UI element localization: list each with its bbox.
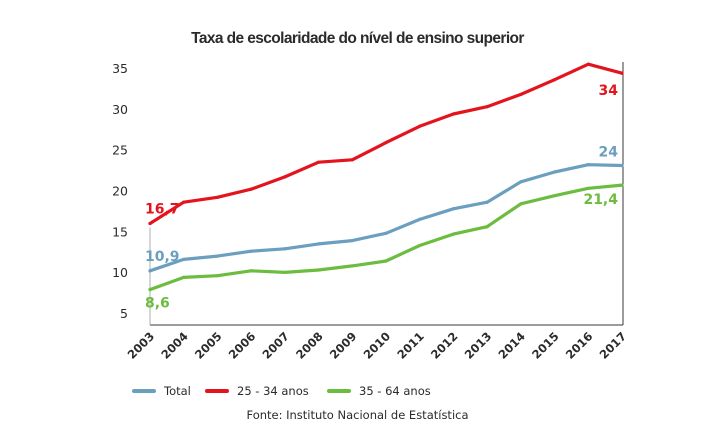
data-point <box>620 163 624 168</box>
data-point <box>316 160 321 164</box>
x-tick-label: 2008 <box>293 329 326 362</box>
legend-swatch <box>327 389 351 393</box>
data-point <box>350 158 354 162</box>
x-tick-label: 2013 <box>462 329 495 362</box>
x-tick-label: 2011 <box>394 329 427 362</box>
data-point <box>418 217 422 221</box>
data-point <box>316 268 321 272</box>
data-point <box>182 200 186 204</box>
x-tick-label: 2012 <box>428 329 461 362</box>
data-label: 10,9 <box>145 249 180 265</box>
data-point <box>620 183 624 187</box>
series-lines <box>148 62 624 292</box>
x-tick-label: 2007 <box>259 329 292 362</box>
x-tick-label: 2006 <box>226 329 259 362</box>
data-point <box>384 231 388 235</box>
data-point <box>451 112 456 116</box>
x-tick-label: 2017 <box>597 329 630 362</box>
data-label: 16,7 <box>145 201 180 217</box>
series-line-total <box>148 163 624 273</box>
data-point <box>148 221 152 226</box>
data-point <box>384 141 388 145</box>
data-point <box>451 232 456 236</box>
data-point <box>485 200 489 204</box>
data-point <box>586 163 590 167</box>
legend-label: 35 - 64 anos <box>359 384 431 398</box>
y-tick-label: 10 <box>112 265 128 280</box>
data-point <box>485 105 489 109</box>
chart-title: Taxa de escolaridade do nível de ensino … <box>191 30 524 47</box>
data-point <box>215 195 220 199</box>
data-labels: 10,9 24 16,7 34 8,6 21,4 <box>145 83 618 311</box>
data-label: 8,6 <box>145 296 170 312</box>
data-point <box>182 275 186 279</box>
data-point <box>384 259 388 263</box>
data-point <box>519 202 523 206</box>
data-point <box>586 186 590 190</box>
series-line-35-64-anos <box>148 183 624 292</box>
data-point <box>283 175 287 179</box>
y-tick-label: 25 <box>112 143 128 158</box>
data-point <box>552 78 557 82</box>
chart-axes <box>149 62 624 326</box>
data-point <box>283 247 287 251</box>
data-point <box>519 180 523 184</box>
data-point <box>586 62 590 66</box>
x-tick-label: 2010 <box>361 329 394 362</box>
data-label: 21,4 <box>583 192 618 208</box>
data-point <box>620 71 624 75</box>
data-point <box>418 124 422 128</box>
data-point <box>148 288 152 292</box>
data-point <box>418 243 422 248</box>
x-tick-label: 2014 <box>495 329 528 362</box>
data-point <box>519 92 523 97</box>
data-point <box>215 274 220 278</box>
y-tick-label: 15 <box>112 224 128 239</box>
legend-item-25-34-anos: 25 - 34 anos <box>205 384 309 398</box>
data-point <box>182 257 186 261</box>
data-point <box>485 225 489 229</box>
x-tick-label: 2003 <box>125 329 158 362</box>
data-point <box>451 207 456 211</box>
x-axis-ticks: 2003 2004 2005 2006 2007 2008 2009 2010 2011 2012… <box>125 329 630 362</box>
data-point <box>552 194 557 198</box>
data-point <box>552 170 557 174</box>
x-tick-label: 2005 <box>192 329 225 362</box>
legend-swatch <box>205 389 229 393</box>
data-label: 24 <box>599 144 619 160</box>
y-tick-label: 20 <box>112 184 128 199</box>
data-label: 34 <box>599 83 619 99</box>
x-tick-label: 2015 <box>529 329 562 362</box>
data-point <box>316 242 321 246</box>
x-tick-label: 2016 <box>563 329 596 362</box>
y-tick-label: 5 <box>120 306 128 321</box>
data-point <box>249 187 253 191</box>
x-tick-label: 2004 <box>158 329 191 362</box>
data-point <box>148 269 152 273</box>
data-point <box>283 270 287 275</box>
x-tick-label: 2009 <box>327 329 360 362</box>
data-point <box>350 264 354 268</box>
chart-legend: Total 25 - 34 anos 35 - 64 anos <box>0 384 715 404</box>
data-point <box>215 254 220 258</box>
y-axis-ticks: 5 10 15 20 25 30 35 <box>112 61 128 321</box>
data-point <box>249 249 253 253</box>
y-tick-label: 30 <box>112 102 128 117</box>
legend-label: 25 - 34 anos <box>237 384 309 398</box>
legend-item-35-64-anos: 35 - 64 anos <box>327 384 431 398</box>
data-point <box>249 269 253 273</box>
legend-item-total: Total <box>132 384 191 398</box>
y-tick-label: 35 <box>112 61 128 76</box>
chart-source: Fonte: Instituto Nacional de Estatística <box>246 408 469 422</box>
legend-swatch <box>132 389 156 393</box>
legend-label: Total <box>164 384 191 398</box>
data-point <box>350 239 354 243</box>
